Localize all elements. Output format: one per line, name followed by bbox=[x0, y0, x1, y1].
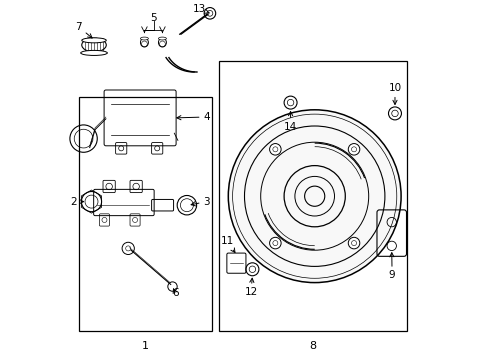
Text: 12: 12 bbox=[244, 278, 257, 297]
Text: 6: 6 bbox=[172, 288, 178, 298]
Text: 10: 10 bbox=[387, 83, 401, 104]
Text: 3: 3 bbox=[191, 197, 209, 207]
Text: 9: 9 bbox=[388, 253, 395, 280]
Text: 14: 14 bbox=[284, 112, 297, 132]
Text: 2: 2 bbox=[70, 197, 83, 207]
Text: 11: 11 bbox=[220, 236, 235, 252]
Bar bbox=[79, 97, 212, 331]
Circle shape bbox=[347, 144, 359, 155]
Circle shape bbox=[228, 110, 400, 283]
Text: 4: 4 bbox=[176, 112, 209, 122]
Ellipse shape bbox=[158, 37, 166, 40]
Circle shape bbox=[269, 237, 281, 249]
Ellipse shape bbox=[81, 38, 106, 43]
Text: 5: 5 bbox=[150, 13, 157, 23]
Text: 1: 1 bbox=[142, 341, 149, 351]
Text: 7: 7 bbox=[76, 22, 92, 38]
Ellipse shape bbox=[81, 50, 107, 55]
Text: 13: 13 bbox=[192, 4, 209, 14]
Circle shape bbox=[347, 237, 359, 249]
Text: 8: 8 bbox=[309, 341, 316, 351]
Circle shape bbox=[269, 144, 281, 155]
Ellipse shape bbox=[140, 37, 148, 40]
Bar bbox=[219, 61, 406, 331]
